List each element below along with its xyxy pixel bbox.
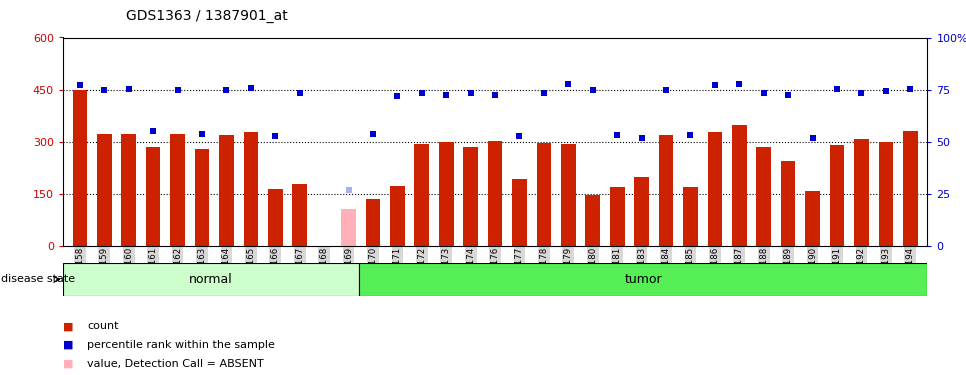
Bar	[268, 189, 283, 246]
Bar	[512, 178, 526, 246]
Bar	[878, 142, 894, 246]
Bar	[63, 262, 359, 296]
Bar	[293, 184, 307, 246]
Text: ■: ■	[63, 359, 73, 369]
Bar	[122, 134, 136, 246]
Text: count: count	[87, 321, 119, 331]
Bar	[464, 147, 478, 246]
Bar	[756, 147, 771, 246]
Bar	[243, 132, 258, 246]
Bar	[635, 177, 649, 246]
Bar	[781, 161, 795, 246]
Bar	[170, 134, 185, 246]
Bar	[219, 135, 234, 246]
Bar	[195, 149, 210, 246]
Bar	[390, 186, 405, 246]
Bar	[683, 188, 697, 246]
Bar	[359, 262, 927, 296]
Bar	[659, 135, 673, 246]
Bar	[72, 90, 87, 246]
Bar	[732, 125, 747, 246]
Bar	[610, 188, 624, 246]
Bar	[488, 141, 502, 246]
Bar	[830, 145, 844, 246]
Bar	[585, 195, 600, 246]
Bar	[707, 132, 723, 246]
Text: tumor: tumor	[624, 273, 662, 286]
Bar	[146, 147, 160, 246]
Bar	[806, 191, 820, 246]
Text: normal: normal	[189, 273, 233, 286]
Bar	[341, 209, 355, 246]
Bar	[97, 134, 112, 246]
Bar	[561, 144, 576, 246]
Text: value, Detection Call = ABSENT: value, Detection Call = ABSENT	[87, 359, 264, 369]
Bar	[536, 143, 552, 246]
Text: ■: ■	[63, 340, 73, 350]
Bar	[903, 131, 918, 246]
Bar	[366, 200, 381, 246]
Bar	[414, 144, 429, 246]
Bar	[854, 139, 868, 246]
Text: percentile rank within the sample: percentile rank within the sample	[87, 340, 274, 350]
Text: GDS1363 / 1387901_at: GDS1363 / 1387901_at	[126, 9, 287, 23]
Text: ■: ■	[63, 321, 73, 331]
Text: disease state: disease state	[1, 274, 75, 284]
Bar	[439, 142, 454, 246]
